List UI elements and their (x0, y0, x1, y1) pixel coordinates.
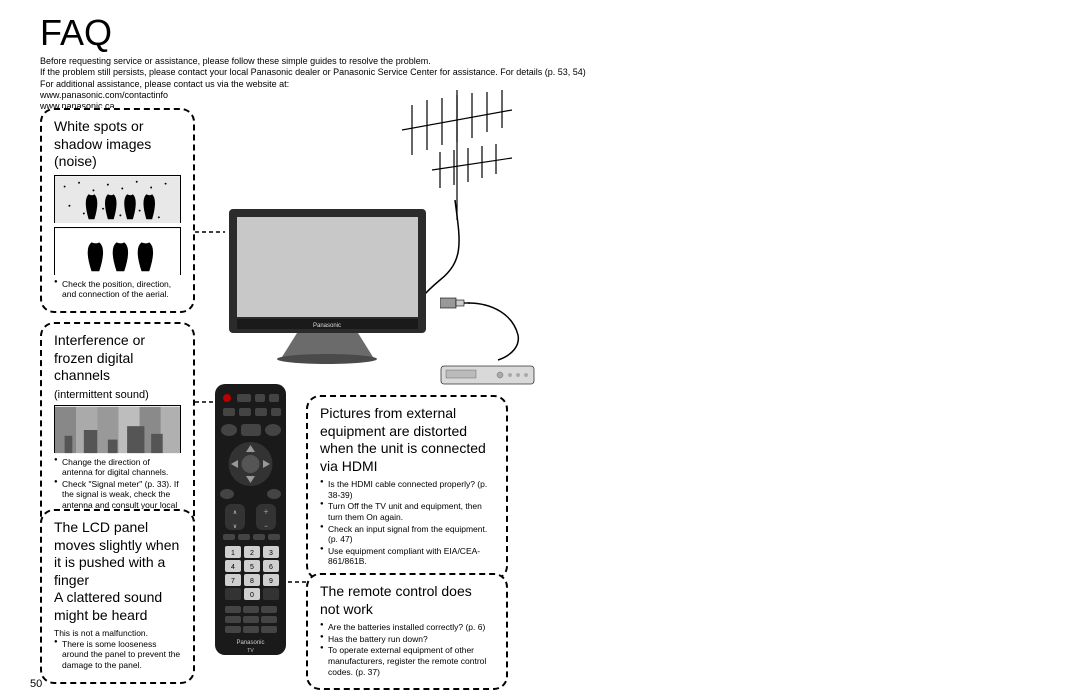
hdmi-plug-illustration (440, 295, 470, 311)
faq-bullet: Are the batteries installed correctly? (… (320, 622, 494, 633)
svg-text:1: 1 (231, 550, 235, 557)
faq-bullets: Is the HDMI cable connected properly? (p… (320, 479, 494, 567)
remote-illustration: ∧ ∨ ＋ − 1 2 3 4 5 6 7 8 9 0 Panasonic TV (213, 382, 288, 657)
faq-title: Pictures from external equipment are dis… (320, 405, 494, 475)
faq-title: The remote control does not work (320, 583, 494, 618)
faq-bullet: To operate external equipment of other m… (320, 645, 494, 677)
connector-line (195, 230, 225, 234)
svg-text:−: − (264, 524, 268, 530)
faq-bullet: Turn Off the TV unit and equipment, then… (320, 501, 494, 522)
faq-box-remote: The remote control does not work Are the… (306, 573, 508, 690)
svg-text:5: 5 (250, 564, 254, 571)
faq-bullet: There is some looseness around the panel… (54, 639, 181, 671)
intro-line: If the problem still persists, please co… (40, 67, 586, 78)
svg-text:4: 4 (231, 564, 235, 571)
svg-text:Panasonic: Panasonic (236, 640, 264, 646)
settop-box-illustration (440, 360, 535, 390)
connector-line (288, 580, 308, 584)
svg-text:2: 2 (250, 550, 254, 557)
faq-box-hdmi: Pictures from external equipment are dis… (306, 395, 508, 580)
faq-bullets: Check the position, direction, and conne… (54, 279, 181, 300)
svg-text:7: 7 (231, 578, 235, 585)
tv-illustration: Panasonic (225, 205, 430, 365)
interference-image (54, 405, 181, 453)
svg-text:∨: ∨ (233, 524, 237, 530)
antenna-cable (410, 200, 490, 315)
svg-text:∧: ∧ (233, 510, 237, 516)
faq-bullets: There is some looseness around the panel… (54, 639, 181, 671)
faq-bullets: Are the batteries installed correctly? (… (320, 622, 494, 677)
faq-bullet: Has the battery run down? (320, 634, 494, 645)
faq-box-lcd: The LCD panel moves slightly when it is … (40, 509, 195, 684)
hdmi-cable (468, 300, 538, 362)
svg-text:3: 3 (269, 550, 273, 557)
faq-bullet: Check an input signal from the equipment… (320, 524, 494, 545)
intro-line: www.panasonic.com/contactinfo (40, 90, 586, 101)
noise-image-1 (54, 175, 181, 223)
faq-title: Interference or frozen digital channels (54, 332, 181, 385)
svg-text:TV: TV (247, 648, 254, 654)
svg-text:6: 6 (269, 564, 273, 571)
faq-title: White spots or shadow images (noise) (54, 118, 181, 171)
faq-plain-text: This is not a malfunction. (54, 628, 181, 639)
faq-bullet: Change the direction of antenna for digi… (54, 457, 181, 478)
svg-text:Panasonic: Panasonic (313, 323, 341, 329)
svg-text:＋: ＋ (263, 509, 269, 516)
svg-text:0: 0 (250, 592, 254, 599)
connector-line (195, 400, 215, 404)
faq-bullet: Check the position, direction, and conne… (54, 279, 181, 300)
page-number: 50 (30, 678, 42, 690)
page-title: FAQ (40, 12, 112, 54)
faq-box-interference: Interference or frozen digital channels … (40, 322, 195, 534)
faq-bullet: Use equipment compliant with EIA/CEA-861… (320, 546, 494, 567)
svg-text:8: 8 (250, 578, 254, 585)
intro-line: Before requesting service or assistance,… (40, 56, 586, 67)
noise-image-2 (54, 227, 181, 275)
intro-text: Before requesting service or assistance,… (40, 56, 586, 112)
faq-title: The LCD panel moves slightly when it is … (54, 519, 181, 624)
faq-bullet: Is the HDMI cable connected properly? (p… (320, 479, 494, 500)
faq-box-noise: White spots or shadow images (noise) Che… (40, 108, 195, 313)
faq-subtitle: (intermittent sound) (54, 389, 181, 401)
svg-text:9: 9 (269, 578, 273, 585)
intro-line: For additional assistance, please contac… (40, 79, 586, 90)
